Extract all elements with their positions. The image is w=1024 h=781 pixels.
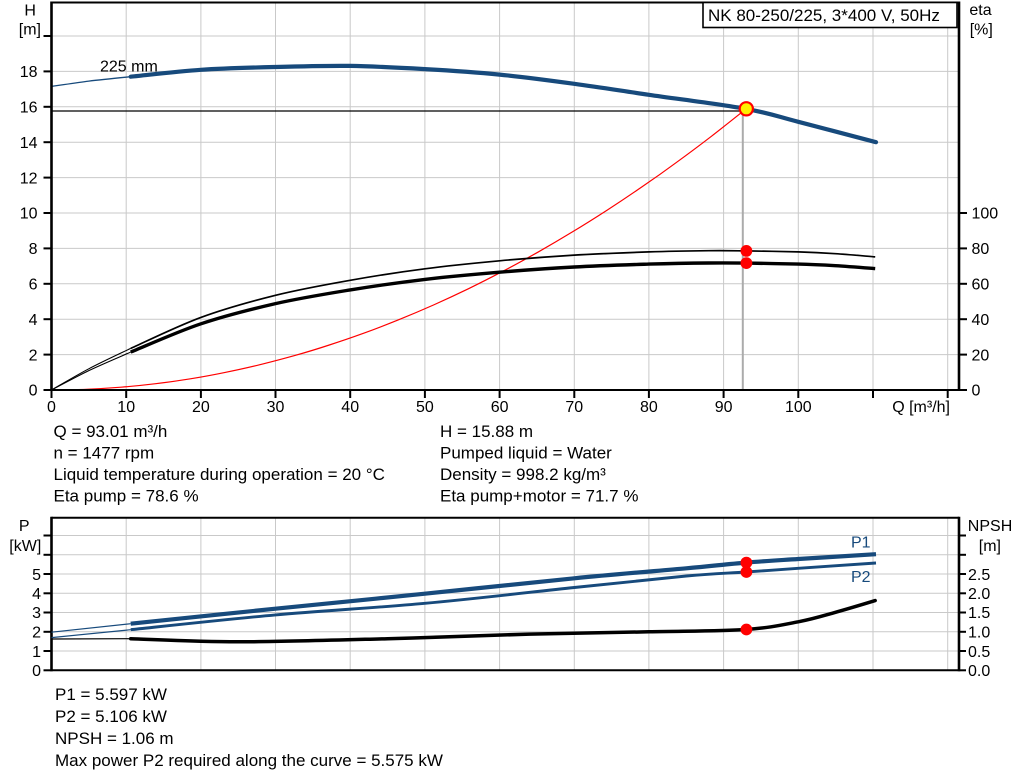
- svg-text:80: 80: [640, 399, 658, 416]
- svg-text:1.5: 1.5: [968, 605, 990, 622]
- svg-text:2: 2: [32, 625, 41, 642]
- svg-text:Eta pump = 78.6 %: Eta pump = 78.6 %: [54, 487, 199, 506]
- svg-text:0: 0: [29, 383, 38, 400]
- svg-text:[m]: [m]: [979, 538, 1001, 555]
- svg-text:P1: P1: [851, 535, 871, 552]
- svg-text:10: 10: [20, 206, 38, 223]
- svg-text:[m]: [m]: [19, 22, 41, 39]
- svg-text:NPSH = 1.06 m: NPSH = 1.06 m: [55, 729, 174, 748]
- svg-text:0: 0: [47, 399, 56, 416]
- svg-text:2: 2: [29, 347, 38, 364]
- svg-text:Density = 998.2 kg/m³: Density = 998.2 kg/m³: [440, 465, 606, 484]
- svg-text:Eta pump+motor = 71.7 %: Eta pump+motor = 71.7 %: [440, 487, 638, 506]
- svg-text:60: 60: [491, 399, 509, 416]
- svg-text:H = 15.88 m: H = 15.88 m: [440, 422, 533, 441]
- svg-text:225 mm: 225 mm: [100, 59, 158, 76]
- svg-text:16: 16: [20, 100, 38, 117]
- svg-text:4: 4: [32, 586, 41, 603]
- svg-text:10: 10: [117, 399, 135, 416]
- svg-text:14: 14: [20, 135, 38, 152]
- svg-text:Liquid temperature during oper: Liquid temperature during operation = 20…: [54, 465, 385, 484]
- svg-text:60: 60: [972, 277, 990, 294]
- svg-text:NK 80-250/225, 3*400 V, 50Hz: NK 80-250/225, 3*400 V, 50Hz: [708, 6, 940, 25]
- svg-text:1.0: 1.0: [968, 625, 990, 642]
- svg-text:70: 70: [565, 399, 583, 416]
- svg-text:1: 1: [32, 644, 41, 661]
- svg-text:P2 = 5.106 kW: P2 = 5.106 kW: [55, 707, 167, 726]
- svg-text:NPSH: NPSH: [968, 518, 1012, 535]
- svg-text:Q [m³/h]: Q [m³/h]: [892, 399, 950, 416]
- svg-text:eta: eta: [969, 2, 991, 19]
- svg-text:[kW]: [kW]: [9, 538, 41, 555]
- svg-text:100: 100: [785, 399, 812, 416]
- svg-text:P2: P2: [851, 569, 871, 586]
- svg-text:Max power P2 required along th: Max power P2 required along the curve = …: [55, 751, 443, 770]
- svg-text:4: 4: [29, 312, 38, 329]
- svg-text:40: 40: [341, 399, 359, 416]
- svg-text:40: 40: [972, 312, 990, 329]
- svg-text:5: 5: [32, 567, 41, 584]
- svg-text:0: 0: [32, 663, 41, 680]
- svg-text:8: 8: [29, 241, 38, 258]
- svg-text:30: 30: [267, 399, 285, 416]
- svg-text:2.0: 2.0: [968, 586, 990, 603]
- svg-text:2.5: 2.5: [968, 567, 990, 584]
- svg-text:[%]: [%]: [970, 22, 993, 39]
- svg-text:Q = 93.01 m³/h: Q = 93.01 m³/h: [54, 422, 168, 441]
- svg-text:100: 100: [972, 206, 999, 223]
- svg-text:90: 90: [715, 399, 733, 416]
- svg-text:50: 50: [416, 399, 434, 416]
- svg-text:n = 1477 rpm: n = 1477 rpm: [54, 444, 155, 463]
- svg-text:20: 20: [972, 347, 990, 364]
- svg-text:P: P: [19, 518, 30, 535]
- svg-text:18: 18: [20, 64, 38, 81]
- svg-text:0: 0: [972, 383, 981, 400]
- svg-text:20: 20: [192, 399, 210, 416]
- svg-text:80: 80: [972, 241, 990, 258]
- svg-text:6: 6: [29, 277, 38, 294]
- svg-text:0.0: 0.0: [968, 663, 990, 680]
- svg-text:P1 = 5.597 kW: P1 = 5.597 kW: [55, 685, 167, 704]
- svg-text:Pumped liquid = Water: Pumped liquid = Water: [440, 444, 612, 463]
- svg-text:3: 3: [32, 605, 41, 622]
- svg-text:0.5: 0.5: [968, 644, 990, 661]
- svg-text:12: 12: [20, 170, 38, 187]
- svg-text:H: H: [24, 2, 36, 19]
